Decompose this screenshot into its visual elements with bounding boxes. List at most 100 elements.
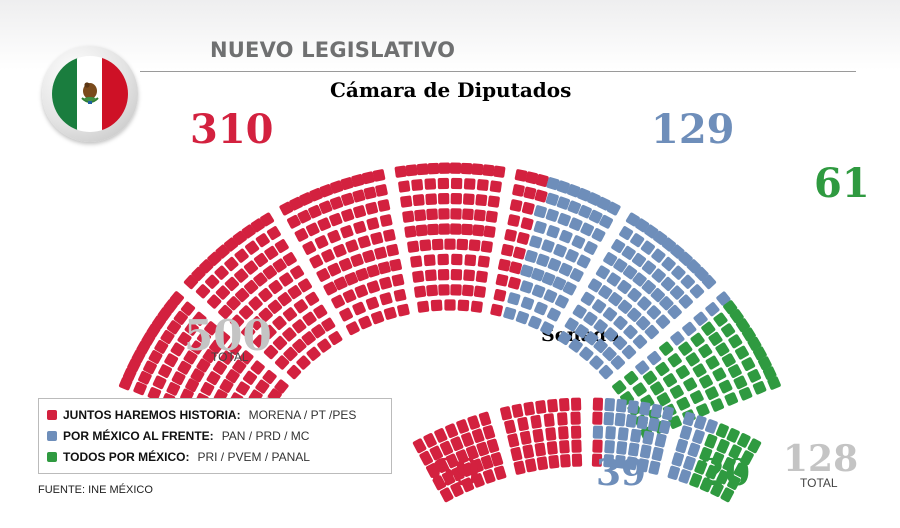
camara-seat (224, 237, 239, 252)
senado-seat (683, 455, 696, 471)
camara-seat (617, 299, 633, 314)
camara-seat (183, 274, 199, 290)
camara-seat (513, 246, 526, 260)
senado-seat (536, 456, 549, 471)
camara-seat (289, 196, 303, 211)
camara-seat (317, 217, 331, 231)
camara-seat (426, 284, 438, 297)
camara-seat (415, 224, 428, 237)
camara-seat (468, 239, 481, 252)
camara-seat (644, 224, 659, 239)
camara-seat (232, 359, 247, 374)
senado-seat (507, 433, 520, 448)
senado-seat (628, 442, 640, 457)
camara-seat (243, 260, 259, 275)
camara-seat (299, 192, 313, 206)
camara-value-juntos: 310 (190, 106, 274, 153)
camara-seat (493, 165, 506, 178)
camara-seat (378, 261, 391, 275)
camara-seat (627, 307, 642, 322)
camara-seat (659, 341, 674, 356)
camara-seat (438, 208, 450, 220)
senado-value-todos: 20 (700, 452, 751, 494)
camara-seat (301, 331, 316, 346)
senado-seat (639, 401, 651, 416)
camara-seat (753, 346, 767, 361)
senado-seat (720, 487, 735, 503)
camara-seat (190, 368, 205, 383)
camara-seat (721, 353, 736, 368)
camara-seat (350, 253, 364, 267)
senado-seat (671, 452, 684, 467)
camara-seat (248, 296, 263, 311)
camara-seat (319, 184, 333, 198)
camara-seat (219, 379, 234, 393)
senado-seat (642, 430, 655, 445)
camara-seat (342, 289, 357, 303)
camara-total-value: 500 (184, 311, 272, 360)
camara-seat (557, 212, 571, 227)
camara-seat (355, 267, 369, 282)
camara-seat (580, 291, 595, 306)
senado-seat (699, 447, 713, 462)
camara-seat (545, 192, 559, 206)
senado-seat (494, 465, 507, 480)
camara-seat (235, 381, 250, 396)
camara-seat (752, 381, 767, 395)
senado-seat (651, 446, 664, 462)
camara-seat (534, 301, 548, 316)
camara-seat (516, 232, 530, 245)
camara-seat (557, 331, 572, 346)
camara-seat (623, 324, 638, 340)
camara-seat (635, 218, 650, 233)
camara-seat (450, 193, 462, 205)
camara-seat (529, 235, 543, 249)
senado-seat (571, 453, 583, 467)
camara-seat (255, 233, 270, 248)
camara-seat (340, 177, 354, 191)
camara-seat (329, 212, 343, 227)
camara-seat (641, 260, 657, 275)
camara-seat (352, 301, 366, 316)
camara-seat (302, 311, 317, 326)
camara-seat (263, 345, 279, 360)
camara-seat (202, 348, 217, 364)
camara-seat (416, 163, 429, 176)
senado-seat (614, 454, 626, 469)
camara-seat (353, 220, 367, 234)
camara-seat (678, 341, 693, 356)
camara-seat (578, 204, 592, 219)
camara-seat (214, 265, 229, 280)
legend-swatch-frente (47, 431, 57, 441)
senado-seat (689, 473, 703, 488)
legend-parties: PRI / PVEM / PANAL (197, 450, 310, 464)
camara-seat (412, 194, 425, 207)
camara-seat (427, 223, 439, 236)
camara-seat (656, 392, 671, 407)
camara-seat (333, 244, 347, 258)
senado-seat (614, 412, 626, 427)
camara-seat (393, 289, 407, 302)
camara-seat (423, 254, 436, 267)
camara-seat (692, 363, 707, 378)
senado-seat (470, 458, 484, 474)
camara-seat (568, 338, 583, 353)
camara-seat (593, 319, 608, 334)
senado-seat (455, 449, 469, 464)
camara-seat (286, 365, 302, 380)
senado-seat (625, 414, 637, 428)
camara-seat (206, 371, 221, 386)
camara-seat (317, 338, 332, 353)
legend-parties: MORENA / PT /PES (248, 408, 357, 422)
camara-seat (650, 288, 665, 303)
camara-seat (305, 291, 320, 306)
senado-seat (692, 429, 705, 444)
camara-seat (667, 304, 682, 319)
camara-seat (641, 280, 656, 295)
camara-seat (185, 378, 199, 393)
camara-seat (477, 255, 490, 268)
legend-name: JUNTOS HAREMOS HISTORIA: (63, 408, 241, 422)
senado-seat (519, 430, 532, 445)
camara-seat (287, 214, 301, 229)
camara-seat (431, 238, 444, 251)
